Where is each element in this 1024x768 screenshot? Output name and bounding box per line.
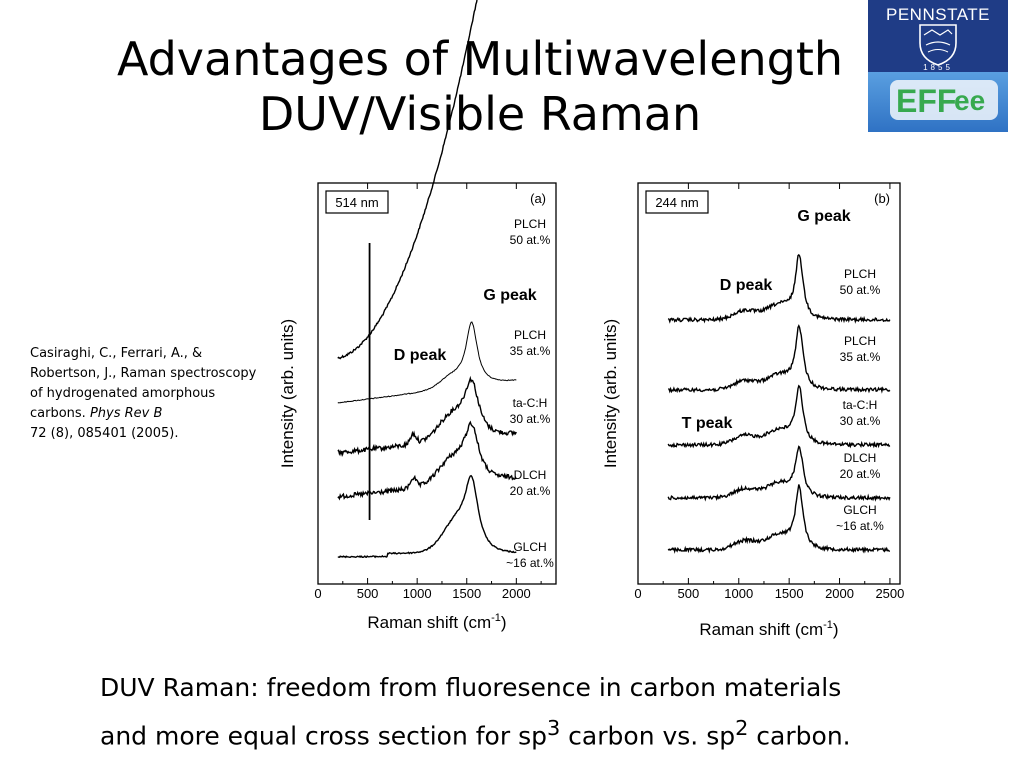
series-label: PLCH <box>844 267 876 281</box>
penn-state-shield-icon <box>919 24 957 66</box>
caption-sup-2: 2 <box>735 716 749 740</box>
x-tick-label: 500 <box>678 586 700 601</box>
panel-label: (a) <box>530 191 546 206</box>
logo-lab-text: EFF <box>896 83 956 119</box>
series-label: GLCH <box>843 503 876 517</box>
caption-line-2: and more equal cross section for sp3 car… <box>100 708 980 756</box>
annotation-d-peak: D peak <box>720 277 773 294</box>
y-axis-label: Intensity (arb. units) <box>601 319 620 468</box>
series-label-sub: 20 at.% <box>840 467 881 481</box>
wavelength-box <box>325 190 389 214</box>
spectrum-line <box>667 253 891 324</box>
series-label-sub: 30 at.% <box>510 412 551 426</box>
series-label: DLCH <box>514 468 547 482</box>
series-label: PLCH <box>514 217 546 231</box>
raman-figure: 0 500 1000 1500 2000 Raman shift (cm-1) Intens… <box>278 0 904 639</box>
panel-frame <box>637 182 901 585</box>
annotation-d-peak: D peak <box>394 347 447 364</box>
title-line-1: Advantages of Multiwavelength <box>116 32 844 86</box>
logo-university-text: PENNSTATE <box>886 5 990 24</box>
series-label-sub: 50 at.% <box>840 283 881 297</box>
citation: Casiraghi, C., Ferrari, A., & Robertson,… <box>30 344 262 444</box>
spectrum-line <box>667 445 891 502</box>
series-label: ta-C:H <box>513 396 548 410</box>
series-label-sub: ~16 at.% <box>836 519 884 533</box>
citation-text: Casiraghi, C., Ferrari, A., & Robertson,… <box>30 346 257 421</box>
logo-lab-suffix: ee <box>954 85 985 116</box>
caption-sup-1: 3 <box>546 716 561 740</box>
panel-label: (b) <box>874 191 890 206</box>
x-tick-label: 2500 <box>875 586 904 601</box>
x-tick-label: 1500 <box>775 586 804 601</box>
wavelength-label: 244 nm <box>655 195 698 210</box>
spectrum-line <box>667 384 891 449</box>
spectrum-line <box>667 484 890 554</box>
citation-ref: 72 (8), 085401 (2005). <box>30 426 179 441</box>
logo-top-panel <box>868 0 1008 72</box>
title-line-2: DUV/Visible Raman <box>258 87 702 141</box>
series-label-sub: 35 at.% <box>840 350 881 364</box>
annotation-t-peak: T peak <box>682 415 733 432</box>
x-tick-label: 0 <box>314 586 321 601</box>
citation-journal: Phys Rev B <box>89 406 163 421</box>
penn-state-logo: PENNSTATE 1855 EFF ee <box>868 0 1008 132</box>
series-label-sub: 35 at.% <box>510 344 551 358</box>
x-tick-label: 2000 <box>502 586 531 601</box>
series-label-sub: 50 at.% <box>510 233 551 247</box>
logo-lab-badge <box>890 80 998 120</box>
x-tick-label: 500 <box>357 586 379 601</box>
x-tick-label: 0 <box>634 586 641 601</box>
slide-title: Advantages of Multiwavelength DUV/Visibl… <box>60 32 900 142</box>
series-label-sub: ~16 at.% <box>506 556 554 570</box>
x-tick-label: 1000 <box>724 586 753 601</box>
series-label-sub: 20 at.% <box>510 484 551 498</box>
series-label: GLCH <box>513 540 546 554</box>
wavelength-label: 514 nm <box>335 195 378 210</box>
logo-year-text: 1855 <box>923 63 953 72</box>
x-tick-label: 1500 <box>452 586 481 601</box>
caption-line-1: DUV Raman: freedom from fluoresence in c… <box>100 673 842 702</box>
panel-frame <box>317 182 557 585</box>
caption-line-2-c: carbon. <box>748 721 851 751</box>
annotation-g-peak: G peak <box>797 208 850 225</box>
x-tick-label: 2000 <box>825 586 854 601</box>
series-label-sub: 30 at.% <box>840 414 881 428</box>
x-axis-label: Raman shift (cm-1) <box>699 619 838 639</box>
annotation-g-peak: G peak <box>483 287 536 304</box>
series-label: ta-C:H <box>843 398 878 412</box>
caption-line-2-a: and more equal cross section for sp <box>100 721 547 751</box>
y-axis-label: Intensity (arb. units) <box>278 319 297 468</box>
spectrum-line <box>337 321 517 404</box>
wavelength-box <box>645 190 709 214</box>
spectrum-line <box>337 0 478 360</box>
spectrum-line <box>337 375 517 457</box>
caption-line-2-b: carbon vs. sp <box>560 721 736 751</box>
spectrum-line <box>337 474 517 559</box>
x-axis-label: Raman shift (cm-1) <box>367 612 506 632</box>
spectrum-line <box>668 324 891 394</box>
x-tick-label: 1000 <box>403 586 432 601</box>
series-label: DLCH <box>844 451 877 465</box>
series-label: PLCH <box>844 334 876 348</box>
spectrum-line <box>337 420 517 501</box>
series-label: PLCH <box>514 328 546 342</box>
caption: DUV Raman: freedom from fluoresence in c… <box>100 668 980 756</box>
